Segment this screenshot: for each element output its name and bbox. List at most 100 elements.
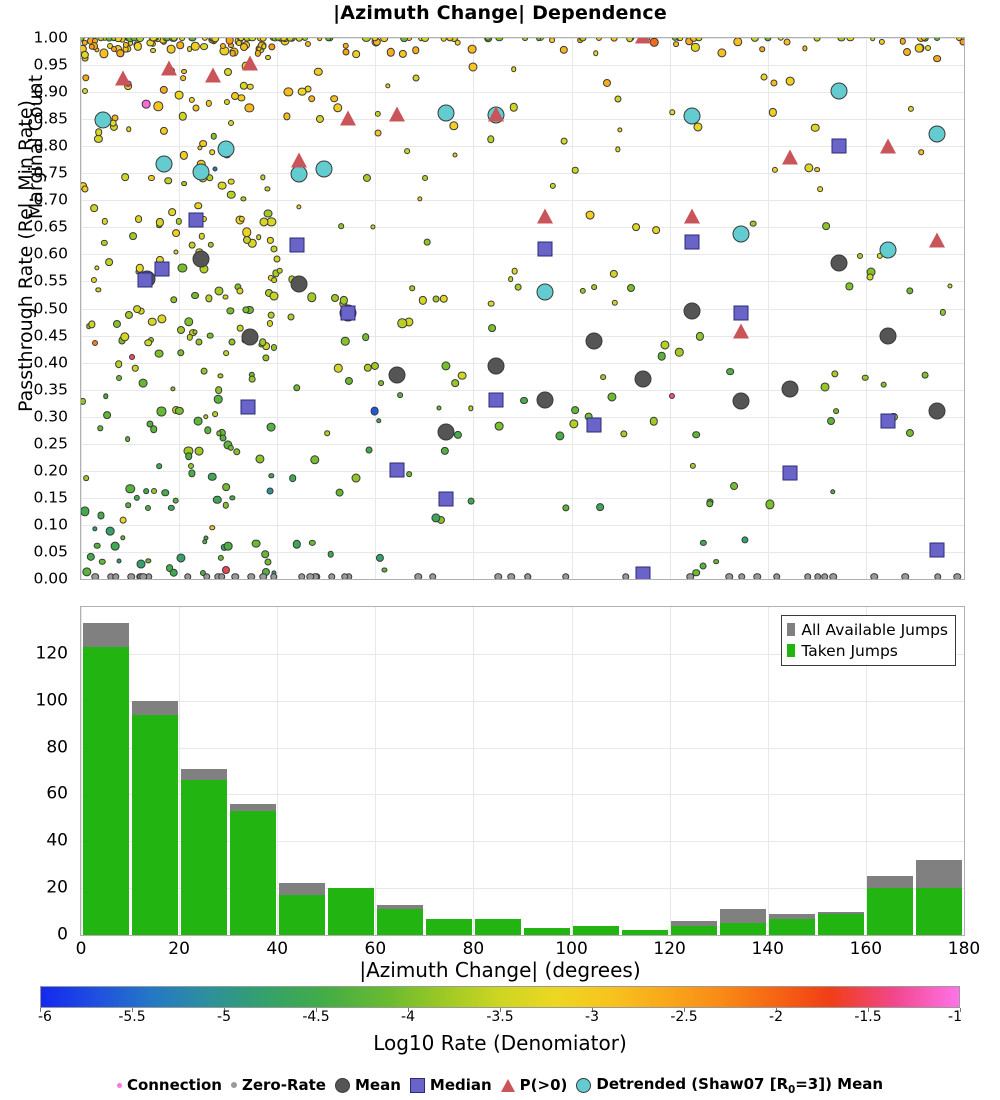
histogram-bar-taken [622,930,669,935]
connection-point [307,94,316,103]
connection-point [238,38,244,41]
connection-point [669,109,675,115]
connection-point [192,329,198,335]
marker-legend: Connection Zero-Rate Mean Median P(>0) Detren… [0,1072,1000,1098]
connection-point [344,377,353,386]
zero-rate-point [622,573,630,579]
scatter-point-mean [241,328,259,346]
connection-point [244,103,255,113]
histogram-bar [818,911,865,935]
connection-point [820,382,830,392]
connection-point [903,47,912,56]
connection-point [271,344,278,351]
histogram-x-tick-label: 160 [849,939,883,959]
connection-point [783,38,791,46]
connection-point [81,398,87,405]
connection-point [119,516,127,524]
connection-point [549,182,557,189]
connection-point [593,50,599,57]
colorbar-tick-label: -4 [401,1009,415,1025]
connection-point [283,86,293,97]
connection-point [227,120,234,127]
connection-point [657,351,667,361]
connection-point [449,121,459,131]
connection-point [180,75,186,82]
scatter-point-p-0 [536,208,553,224]
connection-point [674,348,684,357]
histogram-bar [229,803,276,935]
histogram-x-tick-label: 80 [462,939,485,959]
zero-rate-point [686,573,694,579]
connection-point [292,384,301,392]
connection-point [271,277,278,284]
connection-point [845,282,854,291]
connection-point [237,94,246,102]
connection-point [615,146,621,153]
connection-point [906,428,915,437]
connection-point [487,324,496,333]
connection-point [520,396,529,405]
connection-point [510,66,517,72]
connection-point [198,233,205,240]
connection-point [451,379,460,388]
connection-point [122,41,129,49]
histogram-gridline-v [571,607,573,935]
zero-rate-point [306,573,315,579]
scatter-point-median [240,399,256,415]
connection-point [261,43,267,49]
connection-point [729,482,738,491]
connection-point [153,101,163,112]
scatter-point-median [488,392,504,408]
connection-point [81,50,90,60]
connection-point [176,41,185,49]
scatter-gridline-h [81,254,964,256]
connection-point [143,488,150,495]
histogram-legend-row: Taken Jumps [787,640,948,661]
connection-point [947,283,953,289]
histogram-gridline-v [669,607,671,935]
connection-point [116,558,122,564]
connection-point [436,405,442,411]
connection-point [822,222,831,231]
connection-point [226,307,235,315]
histogram-gridline-h [81,794,964,796]
connection-point [831,370,839,378]
colorbar-gradient [40,986,960,1008]
scatter-point-mean [192,250,210,268]
histogram-gridline-h [81,653,964,655]
connection-point [412,74,420,82]
connection-point [226,190,236,199]
colorbar-tick-label: -3.5 [486,1009,514,1025]
connection-point [689,462,697,469]
scatter-point-p-0 [683,208,700,224]
connection-point [385,83,391,89]
scatter-point-p-0 [205,67,222,83]
connection-point [177,263,188,273]
connection-point [768,108,777,117]
connection-point [174,90,184,100]
connection-point [214,286,224,296]
connection-point [189,241,196,249]
scatter-y-tick-label: 0.35 [33,379,68,398]
connection-point [432,295,440,303]
connection-point [238,215,245,222]
connection-point [324,430,331,436]
connection-point [330,94,338,103]
connection-point [340,337,350,346]
scatter-point-detrended-shaw07-r-3-mean [683,107,701,125]
scatter-gridline-v [571,38,573,579]
connection-point [200,42,209,51]
connection-point [803,163,814,173]
scatter-point-median [154,261,170,277]
connection-point [82,567,92,577]
connection-point [375,129,382,137]
colorbar-tick-label: -5 [217,1009,231,1025]
scatter-gridline-h [81,470,964,472]
connection-point [522,38,528,41]
connection-point [934,38,941,41]
connection-point [125,502,132,508]
connection-point [571,406,580,414]
connection-point [304,40,311,47]
connection-point [417,195,423,202]
connection-point [236,325,244,332]
